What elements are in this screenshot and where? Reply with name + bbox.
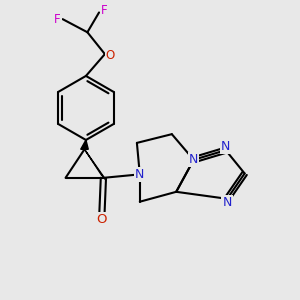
- Text: N: N: [189, 153, 198, 166]
- Text: N: N: [221, 140, 230, 153]
- Text: N: N: [135, 168, 145, 181]
- Text: O: O: [106, 49, 115, 62]
- Text: N: N: [223, 196, 232, 209]
- Text: O: O: [97, 213, 107, 226]
- Polygon shape: [85, 149, 105, 179]
- Text: F: F: [54, 13, 61, 26]
- Polygon shape: [81, 140, 88, 149]
- Text: F: F: [101, 4, 108, 16]
